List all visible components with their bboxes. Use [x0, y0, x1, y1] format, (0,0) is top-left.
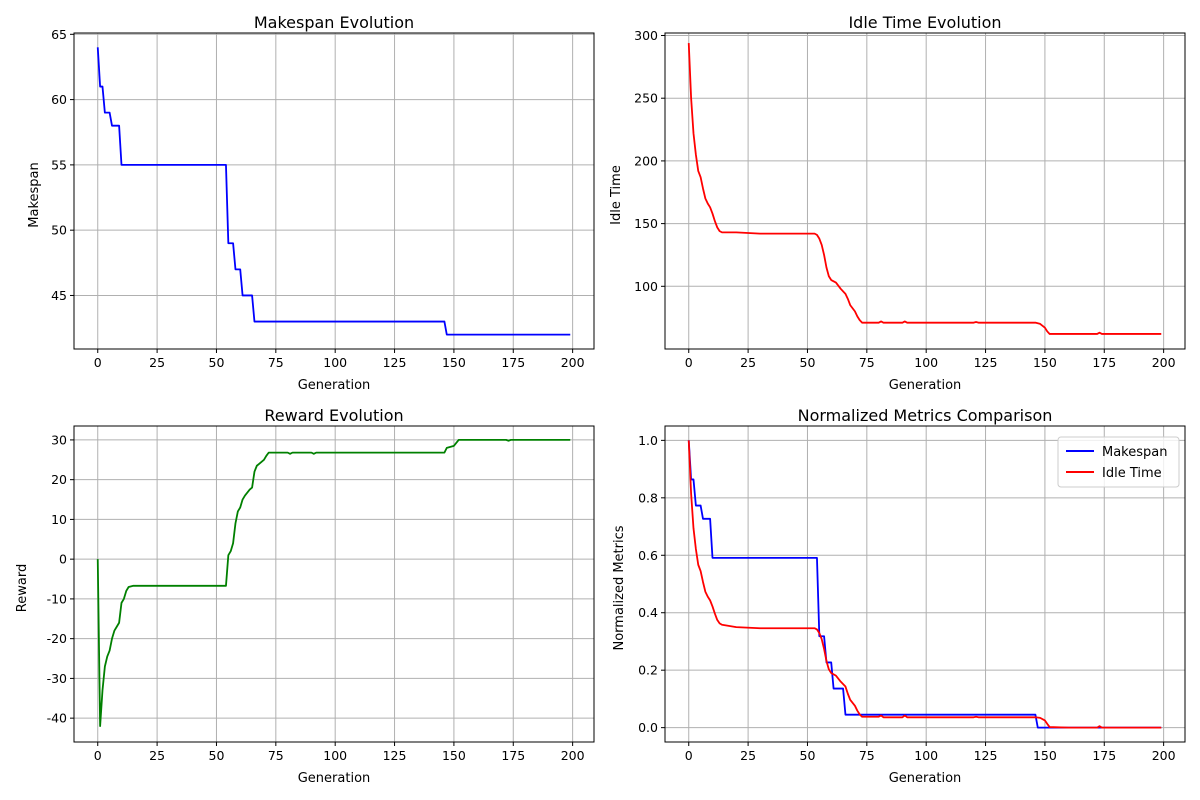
y-tick-label: 0.6: [638, 548, 658, 563]
x-tick-label: 75: [859, 355, 875, 370]
idle-time-y-axis-label: Idle Time: [609, 165, 624, 225]
y-tick-label: 50: [51, 223, 67, 238]
idle-time-evolution-panel: Idle Time Evolution Generation Idle Time…: [609, 13, 1186, 393]
x-tick-label: 75: [268, 355, 284, 370]
x-tick-label: 75: [268, 748, 284, 763]
x-tick-label: 175: [501, 748, 525, 763]
legend-label: Makespan: [1102, 445, 1167, 460]
x-tick-label: 100: [914, 355, 938, 370]
x-tick-label: 175: [1092, 748, 1116, 763]
series-line-0: [96, 439, 571, 727]
y-tick-label: 0.4: [638, 605, 658, 620]
y-tick-label: 65: [51, 27, 67, 42]
x-tick-label: 0: [94, 748, 102, 763]
plot-frame: [73, 425, 595, 743]
x-tick-label: 75: [859, 748, 875, 763]
legend: Makespan Idle Time: [1057, 436, 1180, 488]
x-tick-label: 200: [561, 355, 585, 370]
x-tick-label: 0: [94, 355, 102, 370]
y-tick-label: 0.0: [638, 720, 658, 735]
idle-time-x-axis-label: Generation: [889, 378, 962, 393]
x-tick-label: 50: [209, 355, 225, 370]
x-tick-label: 125: [383, 355, 407, 370]
x-tick-label: 200: [1152, 748, 1176, 763]
y-tick-label: 45: [51, 288, 67, 303]
normalized-x-axis-label: Generation: [889, 771, 962, 786]
makespan-x-axis-label: Generation: [298, 378, 371, 393]
x-tick-label: 25: [740, 355, 756, 370]
y-tick-label: 0: [59, 552, 67, 567]
y-tick-label: -40: [47, 711, 67, 726]
makespan-chart-title: Makespan Evolution: [254, 13, 414, 32]
y-tick-label: 250: [634, 91, 658, 106]
reward-evolution-panel: Reward Evolution Generation Reward 0 25 50…: [15, 406, 595, 786]
y-tick-label: 100: [634, 279, 658, 294]
x-tick-label: 150: [442, 355, 466, 370]
y-tick-label: 60: [51, 92, 67, 107]
grid: [665, 33, 1185, 349]
legend-label: Idle Time: [1102, 466, 1162, 481]
reward-y-axis-label: Reward: [15, 564, 30, 612]
x-tick-label: 50: [800, 748, 816, 763]
x-tick-label: 50: [209, 748, 225, 763]
y-tick-label: 55: [51, 157, 67, 172]
x-tick-label: 150: [442, 748, 466, 763]
x-tick-label: 150: [1033, 748, 1057, 763]
y-tick-label: 0.2: [638, 663, 658, 678]
y-tick-label: -20: [47, 631, 67, 646]
x-tick-label: 100: [323, 355, 347, 370]
y-tick-label: 30: [51, 432, 67, 447]
x-tick-label: 150: [1033, 355, 1057, 370]
x-tick-label: 175: [501, 355, 525, 370]
y-tick-label: 20: [51, 472, 67, 487]
reward-chart-title: Reward Evolution: [264, 406, 403, 425]
normalized-chart-title: Normalized Metrics Comparison: [798, 406, 1053, 425]
y-tick-label: 10: [51, 512, 67, 527]
x-tick-label: 125: [383, 748, 407, 763]
x-tick-label: 0: [685, 355, 693, 370]
x-tick-label: 125: [974, 355, 998, 370]
plot-frame: [664, 425, 1186, 743]
y-tick-label: 1.0: [638, 433, 658, 448]
x-tick-label: 0: [685, 748, 693, 763]
x-tick-label: 25: [149, 355, 165, 370]
series-line-idle-time: [687, 440, 1162, 729]
idle-time-chart-title: Idle Time Evolution: [848, 13, 1001, 32]
series-line-0: [687, 42, 1162, 335]
x-tick-label: 100: [914, 748, 938, 763]
y-tick-label: -10: [47, 591, 67, 606]
x-tick-label: 175: [1092, 355, 1116, 370]
series-line-0: [96, 47, 571, 336]
x-tick-label: 50: [800, 355, 816, 370]
x-tick-label: 100: [323, 748, 347, 763]
x-tick-label: 25: [149, 748, 165, 763]
grid: [74, 33, 594, 349]
y-tick-label: -30: [47, 671, 67, 686]
y-tick-label: 0.8: [638, 490, 658, 505]
x-tick-label: 125: [974, 748, 998, 763]
makespan-y-axis-label: Makespan: [27, 162, 42, 227]
y-tick-label: 200: [634, 153, 658, 168]
legend-box: [1057, 436, 1180, 488]
series-line-makespan: [687, 440, 1162, 729]
reward-x-axis-label: Generation: [298, 771, 371, 786]
grid: [74, 426, 594, 742]
normalized-metrics-panel: Normalized Metrics Comparison Generation…: [612, 406, 1186, 786]
y-tick-label: 300: [634, 28, 658, 43]
x-tick-label: 25: [740, 748, 756, 763]
makespan-evolution-panel: Makespan Evolution Generation Makespan 0…: [27, 13, 595, 393]
x-tick-label: 200: [1152, 355, 1176, 370]
normalized-y-axis-label: Normalized Metrics: [612, 525, 627, 650]
x-tick-label: 200: [561, 748, 585, 763]
plot-frame: [73, 32, 595, 350]
y-tick-label: 150: [634, 216, 658, 231]
plot-frame: [664, 32, 1186, 350]
